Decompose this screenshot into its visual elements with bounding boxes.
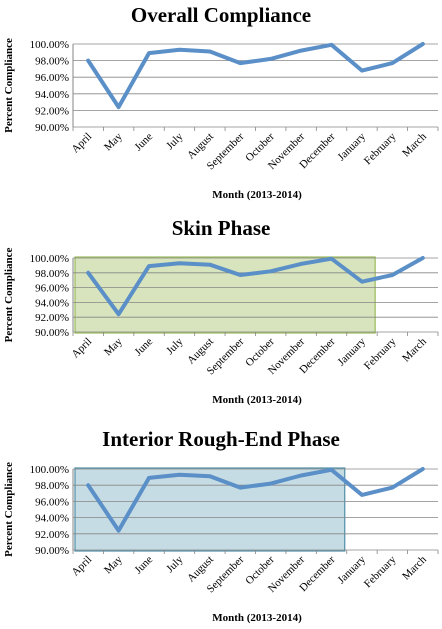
data-point bbox=[390, 273, 394, 277]
y-tick-label: 98.00% bbox=[35, 56, 69, 68]
chart-2: Skin Phase 90.00% 92.00% 94.00% 96.00% 98.00%… bbox=[3, 216, 439, 406]
data-point bbox=[208, 49, 212, 53]
x-tick-label: February bbox=[362, 130, 399, 167]
y-tick-label: 98.00% bbox=[35, 480, 69, 492]
y-tick-label: 98.00% bbox=[35, 268, 69, 280]
y-tick-label: 96.00% bbox=[35, 496, 69, 508]
data-point bbox=[269, 269, 273, 273]
data-point bbox=[421, 467, 425, 471]
y-tick-label: 90.00% bbox=[35, 327, 69, 339]
data-point bbox=[238, 486, 242, 490]
data-point bbox=[421, 256, 425, 260]
data-point bbox=[299, 49, 303, 53]
x-tick-label: March bbox=[400, 130, 429, 159]
x-tick-label: April bbox=[69, 336, 94, 361]
x-tick-label: July bbox=[164, 335, 186, 357]
y-tick-label: 96.00% bbox=[35, 72, 69, 84]
data-point bbox=[269, 57, 273, 61]
series-line bbox=[86, 42, 425, 110]
data-point bbox=[330, 43, 334, 47]
data-point bbox=[238, 61, 242, 65]
data-point bbox=[177, 473, 181, 477]
chart-title: Skin Phase bbox=[172, 216, 271, 240]
x-tick-label: July bbox=[164, 553, 186, 575]
data-point bbox=[86, 483, 90, 487]
y-tick-label: 96.00% bbox=[35, 283, 69, 295]
y-tick-label: 92.00% bbox=[35, 312, 69, 324]
y-tick-label: 100.00% bbox=[30, 464, 69, 476]
x-tick-label: July bbox=[164, 130, 186, 152]
data-point bbox=[117, 529, 121, 533]
data-point bbox=[421, 42, 425, 46]
y-tick-label: 100.00% bbox=[30, 253, 69, 265]
data-point bbox=[147, 264, 151, 268]
data-point bbox=[269, 482, 273, 486]
y-tick-label: 92.00% bbox=[35, 529, 69, 541]
data-point bbox=[117, 312, 121, 316]
x-tick-label: March bbox=[400, 553, 429, 582]
data-point bbox=[177, 261, 181, 265]
phase-highlight bbox=[74, 467, 346, 552]
x-tick-label: February bbox=[362, 335, 399, 372]
x-axis-label: Month (2013-2014) bbox=[212, 394, 302, 406]
series-line bbox=[86, 256, 425, 317]
data-point bbox=[147, 476, 151, 480]
y-tick-label: 90.00% bbox=[35, 545, 69, 557]
data-point bbox=[360, 69, 364, 73]
y-tick-label: 100.00% bbox=[30, 39, 69, 51]
data-point bbox=[299, 262, 303, 266]
chart-title: Interior Rough-End Phase bbox=[102, 427, 340, 451]
y-axis-label: Percent Compliance bbox=[3, 247, 15, 342]
chart-1: Overall Compliance 90.00% 92.00% 94.00% 96.0… bbox=[3, 3, 439, 201]
x-tick-label: May bbox=[102, 130, 125, 153]
x-tick-label: March bbox=[400, 335, 429, 364]
data-point bbox=[208, 263, 212, 267]
y-tick-label: 94.00% bbox=[35, 297, 69, 309]
x-tick-label: June bbox=[132, 554, 155, 577]
data-point bbox=[330, 257, 334, 261]
data-point bbox=[360, 280, 364, 284]
data-point bbox=[86, 271, 90, 275]
y-axis-label: Percent Compliance bbox=[3, 38, 15, 133]
data-point bbox=[177, 48, 181, 52]
x-tick-label: May bbox=[102, 553, 125, 576]
x-tick-label: June bbox=[132, 336, 155, 359]
y-axis-label: Percent Compliance bbox=[3, 462, 15, 557]
x-axis-label: Month (2013-2014) bbox=[212, 189, 302, 201]
data-point bbox=[208, 474, 212, 478]
data-point bbox=[330, 468, 334, 472]
y-tick-label: 94.00% bbox=[35, 513, 69, 525]
data-point bbox=[390, 61, 394, 65]
x-tick-label: April bbox=[69, 131, 94, 156]
data-point bbox=[86, 59, 90, 63]
x-axis-label: Month (2013-2014) bbox=[212, 612, 302, 624]
y-tick-label: 90.00% bbox=[35, 122, 69, 134]
data-point bbox=[299, 473, 303, 477]
data-point bbox=[390, 486, 394, 490]
data-point bbox=[117, 105, 121, 109]
chart-title: Overall Compliance bbox=[131, 3, 311, 27]
data-point bbox=[147, 51, 151, 55]
chart-3: Interior Rough-End Phase 90.00% 92.00% 94.0… bbox=[3, 427, 439, 624]
series-line bbox=[86, 467, 425, 533]
x-tick-label: May bbox=[102, 335, 125, 358]
data-point bbox=[238, 273, 242, 277]
x-tick-label: June bbox=[132, 131, 155, 154]
y-tick-label: 94.00% bbox=[35, 89, 69, 101]
x-tick-label: April bbox=[69, 554, 94, 579]
data-point bbox=[360, 493, 364, 497]
x-tick-label: February bbox=[362, 553, 399, 590]
y-tick-label: 92.00% bbox=[35, 105, 69, 117]
